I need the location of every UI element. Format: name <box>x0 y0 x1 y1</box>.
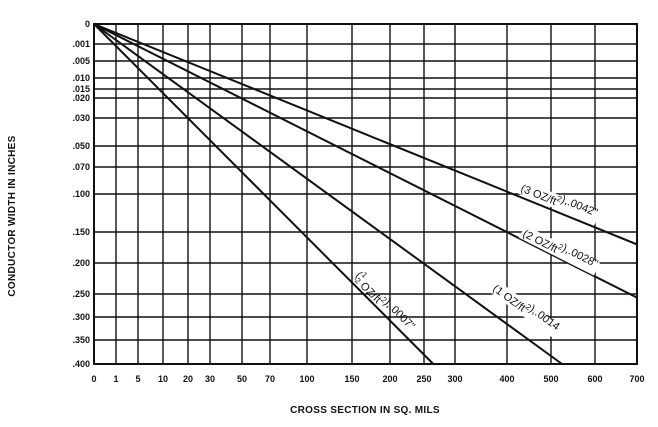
y-tick-label: .300 <box>72 312 90 322</box>
series-label-3: (2 OZ/ft2),.0028" <box>518 225 601 276</box>
plot-frame <box>93 23 638 365</box>
x-tick-label: 70 <box>265 374 275 384</box>
x-tick-label: 600 <box>587 374 602 384</box>
series-line-1 <box>93 23 435 365</box>
x-axis-title: CROSS SECTION IN SQ. MILS <box>290 405 440 416</box>
y-tick-labels: 0 .001 .005 .010.015.020 .030 .050 .070 .100 .15… <box>72 19 90 369</box>
series-labels: (12 OZ/ft2),.0007" (1 OZ/ft2),.0014(2 OZ/… <box>350 180 601 339</box>
label-fraction-numerator: 1 <box>360 270 370 280</box>
series-line-4 <box>93 23 638 246</box>
x-tick-label: 1 <box>113 374 118 384</box>
x-tick-label: 500 <box>543 374 558 384</box>
x-tick-label: 20 <box>183 374 193 384</box>
y-tick-label: .070 <box>72 162 90 172</box>
x-tick-label: 0 <box>91 374 96 384</box>
series-label-background <box>517 180 601 225</box>
y-tick-label: .150 <box>72 227 90 237</box>
series-line-3 <box>93 23 638 299</box>
series-label-2: (1 OZ/ft2),.0014 <box>488 279 562 339</box>
y-tick-label: .350 <box>72 335 90 345</box>
y-tick-label: .010 <box>72 73 90 83</box>
y-tick-label: .100 <box>72 189 90 199</box>
y-tick-label: .015 <box>72 84 90 94</box>
y-axis-title: CONDUCTOR WIDTH IN INCHES <box>7 135 18 296</box>
label-superscript: 2 <box>557 242 566 252</box>
series-label-background <box>518 225 601 276</box>
x-tick-label: 400 <box>499 374 514 384</box>
x-tick-label: 10 <box>158 374 168 384</box>
y-tick-label: .005 <box>72 56 90 66</box>
y-tick-label: 0 <box>85 19 90 29</box>
label-superscript: 2 <box>524 302 533 312</box>
x-tick-label: 150 <box>344 374 359 384</box>
label-superscript: 2 <box>556 194 564 204</box>
x-tick-label: 100 <box>299 374 314 384</box>
y-tick-label: .020 <box>72 93 90 103</box>
label-part: ),.0007" <box>382 297 418 333</box>
label-part: ( <box>353 270 364 281</box>
x-tick-label: 50 <box>237 374 247 384</box>
y-tick-label: .030 <box>72 113 90 123</box>
x-tick-label: 300 <box>447 374 462 384</box>
label-fraction-denominator: 2 <box>353 276 363 286</box>
x-tick-label: 5 <box>135 374 140 384</box>
x-tick-label: 700 <box>629 374 644 384</box>
x-tick-label: 30 <box>205 374 215 384</box>
y-tick-label: .050 <box>72 141 90 151</box>
x-tick-labels: 0 1 5 10 20 30 50 70 100 150 200 250 300 400 500 600 700 <box>91 374 644 384</box>
series-label-background <box>488 279 562 339</box>
series-lines <box>93 23 638 365</box>
x-tick-label: 200 <box>382 374 397 384</box>
series-line-2 <box>93 23 563 365</box>
label-superscript: 2 <box>379 295 389 305</box>
y-tick-label: .400 <box>72 359 90 369</box>
series-label-text: (12 OZ/ft2),.0007" <box>350 268 418 336</box>
x-tick-label: 250 <box>416 374 431 384</box>
y-tick-label: .001 <box>72 39 90 49</box>
y-tick-label: .250 <box>72 289 90 299</box>
series-label-1: (12 OZ/ft2),.0007" <box>350 268 418 336</box>
y-tick-label: .200 <box>72 258 90 268</box>
